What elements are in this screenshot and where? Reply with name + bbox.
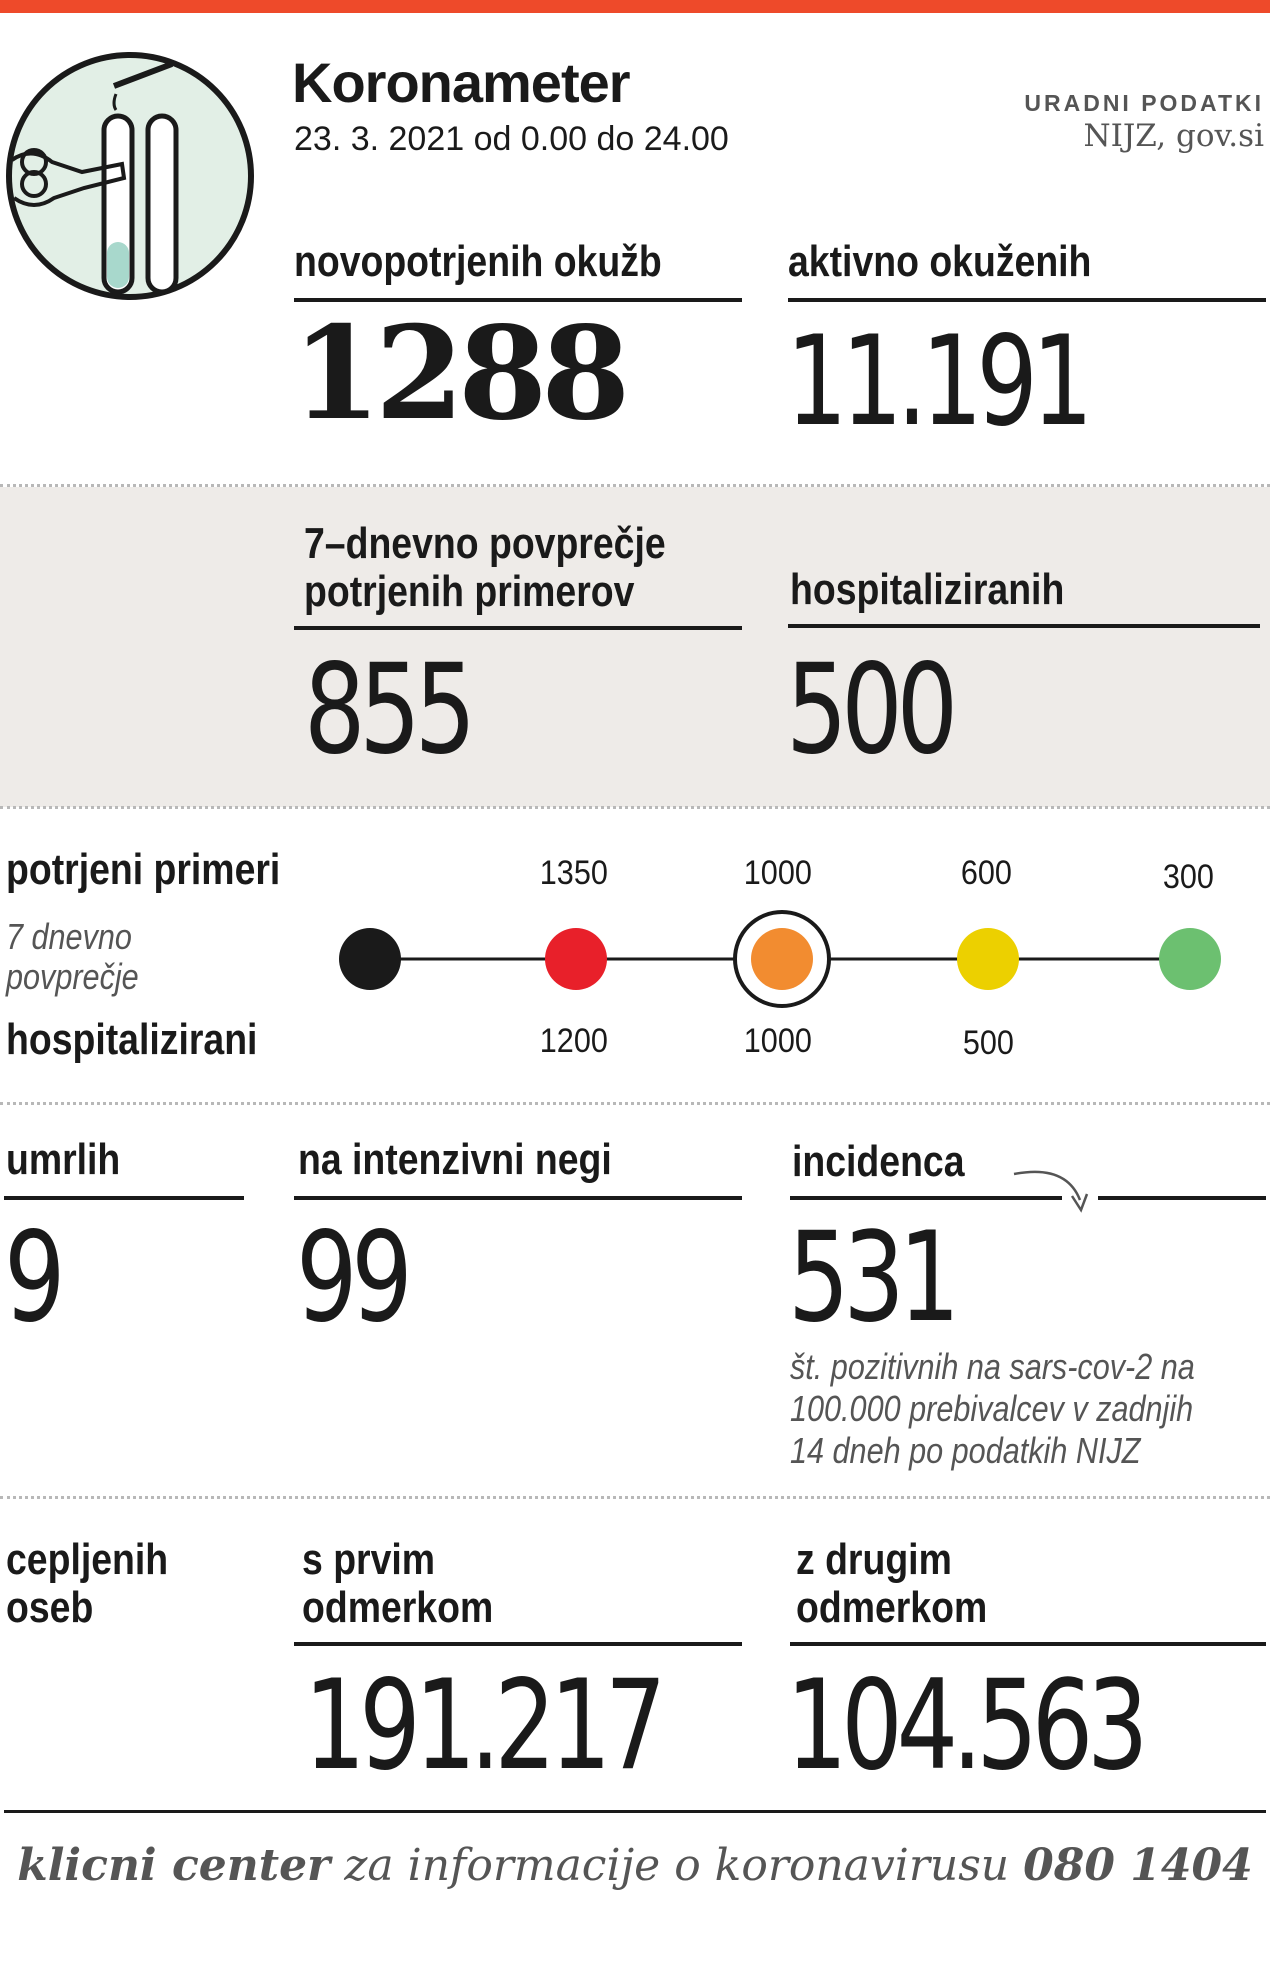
incidence-label: incidenca: [792, 1137, 965, 1186]
confirmed-cases-label: potrjeni primeri: [6, 845, 281, 894]
source-label: URADNI PODATKI: [1024, 90, 1264, 116]
hospitalized-scale-label: hospitalizirani: [6, 1015, 258, 1064]
level-yellow-dot: [957, 928, 1019, 990]
divider: [1098, 1196, 1266, 1200]
divider: [294, 626, 742, 630]
level-black-dot: [339, 928, 401, 990]
avg-note-line1: 7 dnevno: [6, 916, 132, 957]
source-name: NIJZ, gov.si: [1083, 118, 1264, 154]
hosp-threshold-2: 1000: [743, 1022, 812, 1060]
curved-arrow-icon: [1013, 1170, 1089, 1213]
level-red-dot: [545, 928, 607, 990]
divider: [790, 1196, 1062, 1200]
report-date: 23. 3. 2021 od 0.00 do 24.00: [294, 120, 729, 158]
incidence-note-line2: 100.000 prebivalcev v zadnjih: [790, 1388, 1194, 1429]
dotted-divider: [0, 1496, 1270, 1499]
incidence-note-line3: 14 dneh po podatkih NIJZ: [790, 1430, 1141, 1471]
avg7-label-line1: 7–dnevno povprečje: [304, 519, 666, 568]
divider: [294, 298, 742, 302]
first-dose-value: 191.217: [304, 1654, 667, 1798]
dotted-divider: [0, 484, 1270, 487]
new-infections-label: novopotrjenih okužb: [294, 237, 662, 286]
icu-label: na intenzivni negi: [298, 1135, 612, 1184]
call-center-phone[interactable]: 080 1404: [1023, 1840, 1253, 1891]
footer-text: za informacije o koronavirusu: [330, 1840, 1024, 1891]
active-label: aktivno okuženih: [788, 237, 1092, 286]
test-tube-logo-icon: [6, 52, 254, 300]
avg7-value: 855: [304, 638, 476, 782]
active-value: 11.191: [786, 310, 1093, 454]
divider: [294, 1196, 742, 1200]
second-dose-value: 104.563: [786, 1654, 1149, 1798]
confirmed-threshold-3: 600: [960, 854, 1012, 892]
confirmed-threshold-2: 1000: [743, 854, 812, 892]
hosp-threshold-1: 1200: [539, 1022, 608, 1060]
incidence-note-line1: št. pozitivnih na sars-cov-2 na: [790, 1346, 1195, 1387]
call-center-label: klicni center: [17, 1840, 331, 1891]
divider: [4, 1196, 244, 1200]
vaccinated-label-line2: oseb: [6, 1583, 94, 1632]
deaths-label: umrlih: [6, 1135, 121, 1184]
dotted-divider: [0, 1102, 1270, 1105]
averages-panel: [0, 487, 1270, 807]
level-orange-dot: [751, 928, 813, 990]
alert-level-scale: [339, 910, 1221, 1008]
hospitalized-label: hospitaliziranih: [790, 565, 1065, 614]
dotted-divider: [0, 806, 1270, 809]
second-dose-label-line1: z drugim: [796, 1535, 952, 1584]
confirmed-threshold-1: 1350: [539, 854, 608, 892]
divider: [790, 1642, 1266, 1646]
call-center-footer: klicni center za informacije o koronavir…: [0, 1840, 1270, 1891]
hospitalized-value: 500: [786, 638, 958, 782]
first-dose-label-line1: s prvim: [302, 1535, 436, 1584]
first-dose-label-line2: odmerkom: [302, 1583, 494, 1632]
new-infections-value: 1288: [292, 299, 630, 449]
page-title: Koronameter: [292, 51, 631, 114]
footer-divider: [4, 1810, 1266, 1813]
avg-note-line2: povprečje: [6, 956, 139, 997]
top-accent-bar: [0, 0, 1270, 13]
divider: [788, 298, 1266, 302]
second-dose-label-line2: odmerkom: [796, 1583, 988, 1632]
divider: [294, 1642, 742, 1646]
hosp-threshold-3: 500: [962, 1024, 1014, 1062]
confirmed-threshold-4: 300: [1162, 858, 1214, 896]
icu-value: 99: [296, 1206, 413, 1350]
level-green-dot: [1159, 928, 1221, 990]
incidence-value: 531: [788, 1206, 960, 1350]
vaccinated-label-line1: cepljenih: [6, 1535, 169, 1584]
divider: [788, 624, 1260, 628]
avg7-label-line2: potrjenih primerov: [304, 567, 635, 616]
deaths-value: 9: [4, 1206, 66, 1350]
